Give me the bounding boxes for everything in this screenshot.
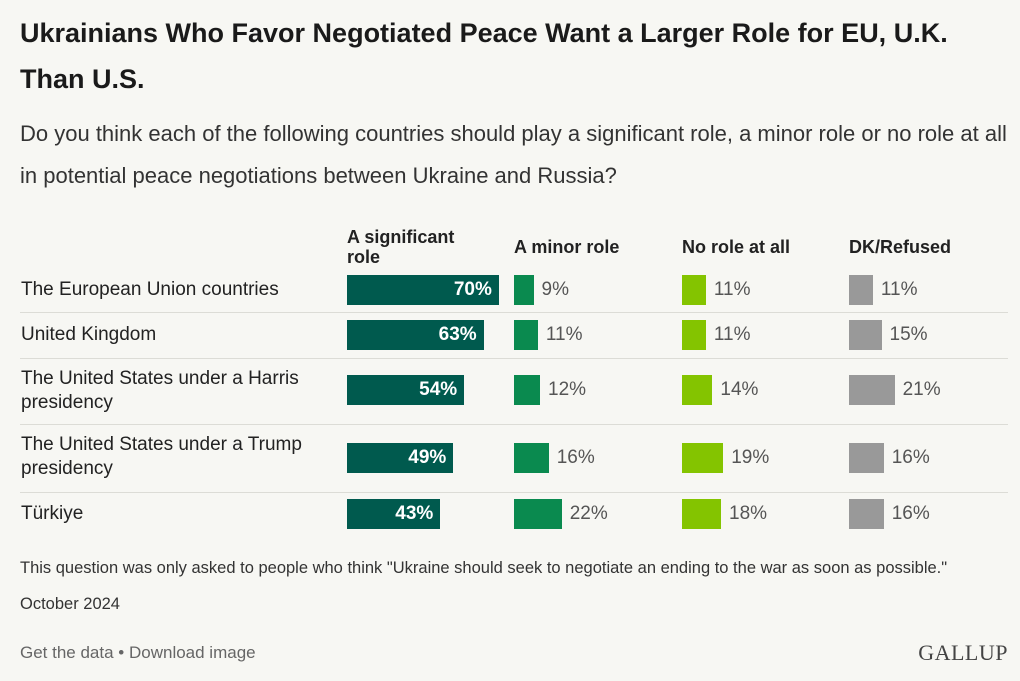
bar-significant [347, 443, 454, 473]
bar-significant [347, 275, 499, 305]
bar-dk [849, 320, 882, 350]
row-label: United Kingdom [21, 324, 157, 345]
bar-value-label: 11% [545, 324, 583, 345]
bar-dk [849, 275, 873, 305]
bar-value-label: 9% [541, 279, 569, 300]
bar-value-label: 54% [419, 379, 458, 400]
bar-value-label: 70% [453, 279, 492, 300]
download-image-link[interactable]: Download image [128, 643, 256, 662]
chart-title: Ukrainians Who Favor Negotiated Peace Wa… [20, 18, 948, 94]
bar-value-label: 63% [438, 324, 477, 345]
row-label: The United States under a Harris preside… [21, 368, 299, 413]
bar-no-role [682, 320, 706, 350]
row-label: Türkiye [21, 503, 84, 524]
bar-value-label: 11% [880, 279, 918, 300]
bar-value-label: 12% [548, 379, 587, 400]
column-header-no-role: No role at all [682, 237, 791, 257]
bar-minor [514, 443, 549, 473]
date-label: October 2024 [20, 595, 120, 613]
bar-value-label: 16% [891, 503, 930, 524]
bar-value-label: 14% [720, 379, 759, 400]
row-divider [20, 424, 1008, 425]
bar-significant [347, 375, 465, 405]
row-divider [20, 358, 1008, 359]
bar-no-role [682, 499, 722, 529]
bar-value-label: 11% [713, 324, 751, 345]
bar-dk [849, 375, 895, 405]
bar-value-label: 43% [395, 503, 434, 524]
chart-subtitle: Do you think each of the following count… [20, 121, 1007, 188]
bar-value-label: 11% [713, 279, 751, 300]
bar-value-label: 49% [408, 447, 447, 468]
bar-minor [514, 320, 538, 350]
bar-value-label: 15% [889, 324, 928, 345]
bar-value-label: 16% [556, 447, 595, 468]
bar-no-role [682, 443, 724, 473]
bar-dk [849, 499, 884, 529]
bar-value-label: 19% [731, 447, 770, 468]
row-label: The United States under a Trump presiden… [21, 434, 302, 479]
bar-minor [514, 499, 562, 529]
footer-separator: • [113, 643, 129, 662]
bar-value-label: 18% [729, 503, 768, 524]
bar-minor [514, 375, 541, 405]
footnote: This question was only asked to people w… [20, 559, 948, 577]
footer-links: Get the data • Download image [20, 643, 256, 663]
bar-no-role [682, 275, 706, 305]
column-header-significant: A significant role [347, 227, 455, 267]
gallup-logo: GALLUP [918, 640, 1008, 665]
get-data-link[interactable]: Get the data [20, 643, 114, 662]
bar-no-role [682, 375, 713, 405]
bar-value-label: 22% [569, 503, 608, 524]
row-divider [20, 492, 1008, 493]
column-header-minor: A minor role [514, 237, 620, 257]
bar-significant [347, 320, 484, 350]
row-divider [20, 312, 1008, 313]
column-header-dk: DK/Refused [849, 237, 952, 257]
bar-value-label: 16% [891, 447, 930, 468]
bar-dk [849, 443, 884, 473]
bar-significant [347, 499, 441, 529]
row-label: The European Union countries [21, 279, 279, 300]
bar-minor [514, 275, 534, 305]
bar-value-label: 21% [902, 379, 941, 400]
